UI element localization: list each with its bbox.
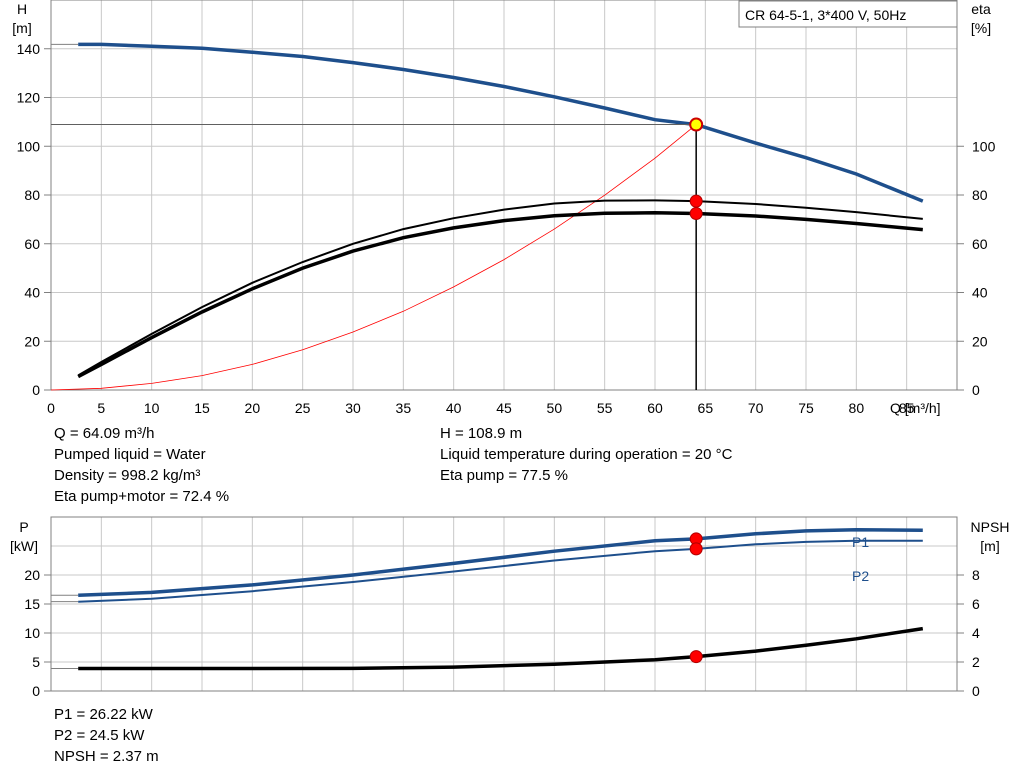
- info-pumped-liquid: Pumped liquid = Water: [54, 446, 206, 463]
- left-y-tick-label: 80: [24, 187, 40, 203]
- x-tick-label: 60: [647, 400, 663, 416]
- lower-left-y-tick-label: 10: [24, 625, 40, 641]
- title-box: [738, 0, 958, 28]
- duty-point-head: [689, 117, 704, 132]
- x-tick-label: 10: [144, 400, 160, 416]
- npsh-axis-title: NPSH: [971, 519, 1010, 535]
- eta-pump-line: [77, 199, 923, 377]
- x-tick-label: 25: [295, 400, 311, 416]
- duty-point-eta-pump: [689, 194, 703, 208]
- info-eta-pump-motor: Eta pump+motor = 72.4 %: [54, 488, 230, 505]
- lower-left-y-tick-label: 5: [32, 654, 40, 670]
- left-y-tick-label: 60: [24, 236, 40, 252]
- x-tick-label: 70: [748, 400, 764, 416]
- x-tick-label: 15: [194, 400, 210, 416]
- right-y-tick-label: 100: [972, 138, 996, 154]
- system-curve-line: [50, 124, 697, 391]
- lower-left-y-tick-label: 20: [24, 567, 40, 583]
- info-liquid-temperature: Liquid temperature during operation = 20…: [440, 446, 733, 463]
- left-y-tick-label: 0: [32, 382, 40, 398]
- left-y-tick-label: 140: [17, 41, 41, 57]
- right-y-tick-label: 0: [972, 382, 980, 398]
- x-tick-label: 45: [496, 400, 512, 416]
- lower-right-y-tick-label: 8: [972, 567, 980, 583]
- x-tick-label: 55: [597, 400, 613, 416]
- info-p2: P2 = 24.5 kW: [54, 727, 145, 744]
- info-eta-pump: Eta pump = 77.5 %: [440, 467, 568, 484]
- upper-plot: 0 5 10 15 20 25 30 35 40 45 50 55 60 65 70 75 80 85Q [m³/…: [12, 0, 996, 416]
- head-curve-line: [78, 42, 924, 203]
- lower-left-y-tick-label: 15: [24, 596, 40, 612]
- lower-info: P1 = 26.22 kW P2 = 24.5 kW NPSH = 2.37 m: [54, 704, 159, 767]
- right-y-tick-label: 60: [972, 236, 988, 252]
- x-tick-label: 35: [396, 400, 412, 416]
- chart-title: CR 64-5-1, 3*400 V, 50Hz: [745, 7, 906, 23]
- eta-pump-motor-line: [77, 211, 923, 379]
- right-axis-unit: [%]: [971, 20, 991, 36]
- right-y-tick-label: 40: [972, 285, 988, 301]
- duty-point-p2: [689, 542, 703, 556]
- p1-series-label: P1: [852, 534, 869, 550]
- x-tick-label: 5: [97, 400, 105, 416]
- x-tick-label: 75: [798, 400, 814, 416]
- power-axis-title: P: [19, 519, 28, 535]
- left-y-tick-label: 100: [17, 138, 41, 154]
- p2-line: [78, 539, 923, 603]
- duty-point-eta-pump-motor: [689, 207, 703, 221]
- lower-right-y-tick-label: 2: [972, 654, 980, 670]
- right-y-tick-label: 20: [972, 333, 988, 349]
- lower-right-y-tick-label: 0: [972, 683, 980, 699]
- left-y-tick-label: 120: [17, 90, 41, 106]
- upper-info-right: H = 108.9 m Liquid temperature during op…: [440, 423, 732, 486]
- lower-right-y-tick-label: 6: [972, 596, 980, 612]
- power-axis-unit: [kW]: [10, 538, 38, 554]
- npsh-line: [78, 626, 924, 671]
- x-tick-label: 50: [547, 400, 563, 416]
- x-tick-label: 85: [899, 400, 915, 416]
- info-head: H = 108.9 m: [440, 425, 523, 442]
- left-y-tick-label: 40: [24, 285, 40, 301]
- info-flow: Q = 64.09 m³/h: [54, 425, 155, 442]
- p1-line: [78, 528, 923, 598]
- info-density: Density = 998.2 kg/m³: [54, 467, 201, 484]
- info-npsh: NPSH = 2.37 m: [54, 748, 159, 765]
- x-axis-label: Q [m³/h]: [890, 400, 941, 416]
- right-axis-title: eta: [971, 1, 991, 17]
- upper-info-left: Q = 64.09 m³/h Pumped liquid = Water Den…: [54, 423, 229, 507]
- p2-series-label: P2: [852, 568, 869, 584]
- left-axis-unit: [m]: [12, 20, 31, 36]
- lower-plot: 0 5 10 15 20 0 2 4 6 8 P [kW] NPSH [m] P1 P2: [10, 516, 1010, 699]
- info-p1: P1 = 26.22 kW: [54, 706, 153, 723]
- right-y-tick-label: 80: [972, 187, 988, 203]
- duty-point-npsh: [689, 650, 703, 664]
- npsh-axis-unit: [m]: [980, 538, 999, 554]
- x-tick-label: 20: [245, 400, 261, 416]
- lower-left-y-tick-label: 0: [32, 683, 40, 699]
- lower-right-y-tick-label: 4: [972, 625, 980, 641]
- x-tick-label: 0: [47, 400, 55, 416]
- x-tick-label: 40: [446, 400, 462, 416]
- left-y-tick-label: 20: [24, 333, 40, 349]
- x-tick-label: 65: [698, 400, 714, 416]
- x-tick-label: 30: [345, 400, 361, 416]
- x-tick-label: 80: [849, 400, 865, 416]
- left-axis-title: H: [17, 1, 27, 17]
